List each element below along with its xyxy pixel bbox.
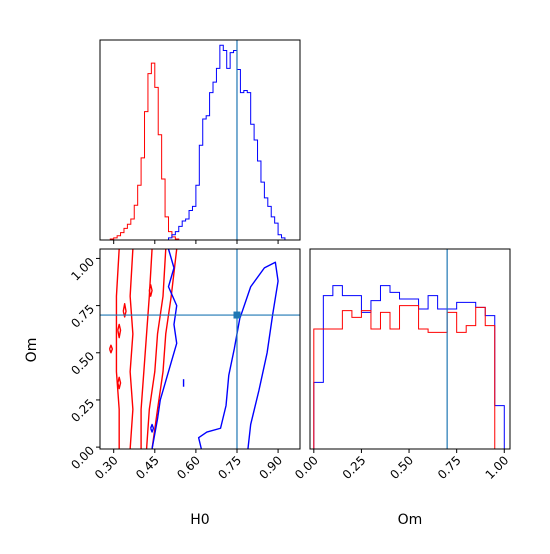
contour-series_b xyxy=(129,249,134,449)
contour-y-tick-label: 0.75 xyxy=(68,302,97,331)
om-hist-x-tick-label: 0.00 xyxy=(292,453,321,482)
y-axis-label-om: Om xyxy=(24,338,40,363)
histogram-om-panel: 0.00 0.25 0.50 0.75 1.00 xyxy=(292,248,512,482)
contour-y-tick-label: 0.00 xyxy=(68,443,97,472)
contour-y-tick-label: 0.50 xyxy=(68,349,97,378)
contour-series_b xyxy=(117,376,122,390)
contour-x-tick-label: 0.75 xyxy=(215,453,244,482)
om-hist-x-tick-label: 1.00 xyxy=(483,453,512,482)
histogram-series_a-om xyxy=(313,285,505,449)
contour-h0-om-panel: 0.30 0.45 0.60 0.75 0.90 0.00 0.25 0.50 0.75 1.00 xyxy=(68,248,301,482)
contour-series_b xyxy=(151,249,178,449)
contour-x-tick-label: 0.90 xyxy=(256,453,285,482)
histogram-series_a-h0 xyxy=(100,44,299,241)
contour-frame xyxy=(99,248,301,450)
om-hist-frame xyxy=(309,248,511,450)
histogram-h0-panel xyxy=(99,39,301,244)
contour-series_b xyxy=(108,344,114,354)
contour-y-tick-label: 1.00 xyxy=(68,255,97,284)
contour-series_b xyxy=(140,249,153,449)
om-hist-x-tick-label: 0.75 xyxy=(435,453,464,482)
contour-x-tick-label: 0.60 xyxy=(174,453,203,482)
contour-series_a xyxy=(150,423,155,433)
om-hist-x-tick-label: 0.25 xyxy=(340,453,369,482)
contour-x-tick-label: 0.45 xyxy=(133,453,162,482)
truth-marker xyxy=(233,311,241,319)
contour-x-tick-label: 0.30 xyxy=(92,453,121,482)
contour-series_b xyxy=(115,249,120,449)
om-hist-x-tick-label: 0.50 xyxy=(387,453,416,482)
contour-series_a xyxy=(197,261,279,449)
contour-series_b xyxy=(148,284,153,297)
histogram-series_b-om xyxy=(313,305,505,450)
contour-series_b xyxy=(145,249,167,449)
h0-hist-frame xyxy=(99,39,301,241)
contour-lines xyxy=(108,249,279,449)
contour-y-tick-label: 0.25 xyxy=(68,396,97,425)
x-axis-label-h0: H0 xyxy=(190,512,209,528)
contour-series_a xyxy=(151,249,178,449)
x-axis-label-om: Om xyxy=(398,512,423,528)
contour-series_b xyxy=(117,323,122,339)
